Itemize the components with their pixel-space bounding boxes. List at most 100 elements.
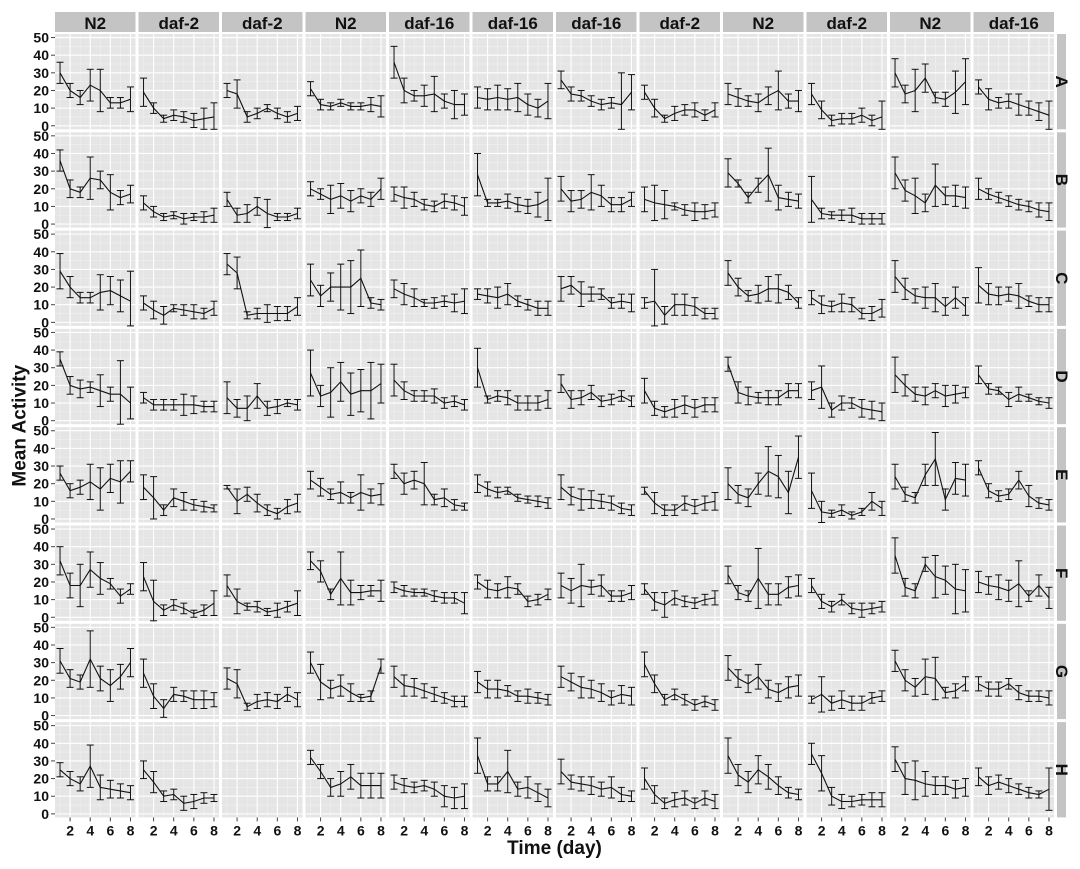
facet-panel	[389, 624, 470, 719]
facet-panel	[640, 624, 721, 719]
facet-panel	[473, 231, 554, 326]
column-strip-label: daf-2	[158, 14, 199, 33]
row-strip: F	[1052, 526, 1071, 621]
row-strip: G	[1052, 624, 1071, 719]
facet-panel	[723, 722, 804, 817]
facet-panel	[139, 526, 220, 621]
facet-panel	[222, 526, 303, 621]
facet-panel	[556, 624, 637, 719]
row-strip-label: C	[1052, 272, 1071, 284]
row-strip-label: D	[1052, 370, 1071, 382]
facet-panel	[473, 722, 554, 817]
row-strip-label: G	[1052, 665, 1071, 678]
column-strip-label: daf-16	[571, 14, 621, 33]
row-strip-label: H	[1052, 764, 1071, 776]
column-strip: daf-2	[640, 12, 721, 33]
row-strip-label: E	[1052, 469, 1071, 480]
facet-panel	[723, 526, 804, 621]
facet-panel	[890, 231, 971, 326]
facet-panel	[807, 34, 888, 129]
facet-panel	[222, 132, 303, 227]
column-strip-label: N2	[84, 14, 106, 33]
facet-panel	[306, 34, 387, 129]
facet-panel	[473, 329, 554, 424]
row-strip: D	[1052, 329, 1071, 424]
facet-panel	[139, 231, 220, 326]
column-strip: daf-2	[139, 12, 220, 33]
facet-panel	[890, 329, 971, 424]
facet-panel	[389, 34, 470, 129]
column-strip-label: N2	[752, 14, 774, 33]
facet-panel	[556, 231, 637, 326]
facet-panel	[55, 526, 136, 621]
facet-panel	[139, 722, 220, 817]
facet-panel	[306, 526, 387, 621]
facet-panel	[556, 132, 637, 227]
facet-panel	[55, 132, 136, 227]
facet-panel	[473, 624, 554, 719]
facet-panel	[473, 427, 554, 522]
facet-panel	[389, 231, 470, 326]
column-strip: daf-2	[222, 12, 303, 33]
facet-panel	[640, 231, 721, 326]
facet-panel	[139, 427, 220, 522]
column-strip-label: daf-16	[404, 14, 454, 33]
column-strip: daf-16	[473, 12, 554, 33]
row-strip: E	[1052, 427, 1071, 522]
column-strip-label: daf-2	[659, 14, 700, 33]
facet-panel	[974, 427, 1055, 522]
facet-panel	[640, 329, 721, 424]
facet-panel	[640, 132, 721, 227]
facet-panel	[890, 624, 971, 719]
facet-panel	[890, 132, 971, 227]
row-strip-label: B	[1052, 174, 1071, 186]
facet-panel	[807, 427, 888, 522]
facet-panel	[723, 624, 804, 719]
facet-panel	[55, 624, 136, 719]
facet-panel	[723, 427, 804, 522]
facet-panel	[807, 329, 888, 424]
facet-panel	[974, 526, 1055, 621]
facet-panel	[556, 34, 637, 129]
facet-panel	[974, 132, 1055, 227]
facet-panel	[306, 231, 387, 326]
column-strip-label: daf-16	[989, 14, 1039, 33]
facet-panel	[389, 427, 470, 522]
facet-panel	[306, 132, 387, 227]
facet-panel	[139, 132, 220, 227]
facet-panel	[306, 329, 387, 424]
facet-panel	[807, 624, 888, 719]
column-strip: daf-16	[974, 12, 1055, 33]
facet-panel	[389, 526, 470, 621]
column-strip: daf-2	[807, 12, 888, 33]
facet-panel	[723, 34, 804, 129]
facet-panel	[222, 329, 303, 424]
row-strip-label: A	[1052, 76, 1071, 88]
facet-panel	[222, 231, 303, 326]
facet-panel	[306, 624, 387, 719]
facet-panel	[556, 329, 637, 424]
facet-panel	[473, 132, 554, 227]
facet-panel	[807, 526, 888, 621]
facet-panel	[723, 329, 804, 424]
column-strip: daf-16	[556, 12, 637, 33]
facet-panel	[723, 231, 804, 326]
facet-panel	[55, 34, 136, 129]
facet-panel	[139, 34, 220, 129]
facet-panel	[389, 329, 470, 424]
column-strip-label: daf-2	[242, 14, 283, 33]
facet-panel	[306, 427, 387, 522]
facet-panel	[890, 526, 971, 621]
facet-panel	[55, 329, 136, 424]
facet-panel	[807, 231, 888, 326]
column-strip-label: N2	[335, 14, 357, 33]
facet-panel	[473, 34, 554, 129]
facet-panel	[807, 132, 888, 227]
facet-panel	[974, 34, 1055, 129]
column-strip: N2	[55, 12, 136, 33]
facet-panel	[473, 526, 554, 621]
facet-panel	[556, 427, 637, 522]
facet-panel	[640, 427, 721, 522]
